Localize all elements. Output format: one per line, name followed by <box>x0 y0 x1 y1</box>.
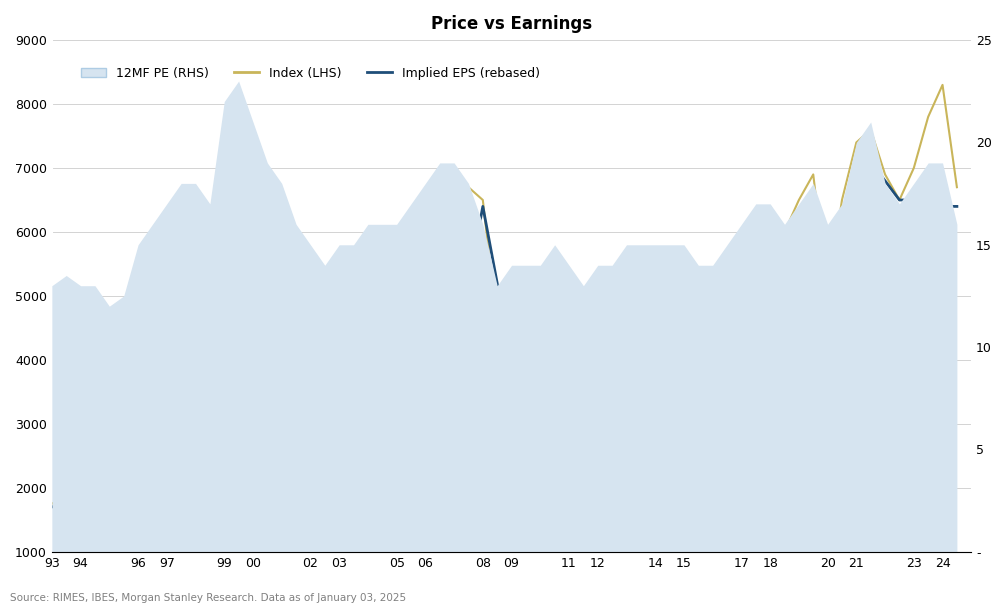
Text: Source: RIMES, IBES, Morgan Stanley Research. Data as of January 03, 2025: Source: RIMES, IBES, Morgan Stanley Rese… <box>10 593 406 603</box>
Legend: 12MF PE (RHS), Index (LHS), Implied EPS (rebased): 12MF PE (RHS), Index (LHS), Implied EPS … <box>77 62 545 85</box>
Title: Price vs Earnings: Price vs Earnings <box>431 15 592 33</box>
